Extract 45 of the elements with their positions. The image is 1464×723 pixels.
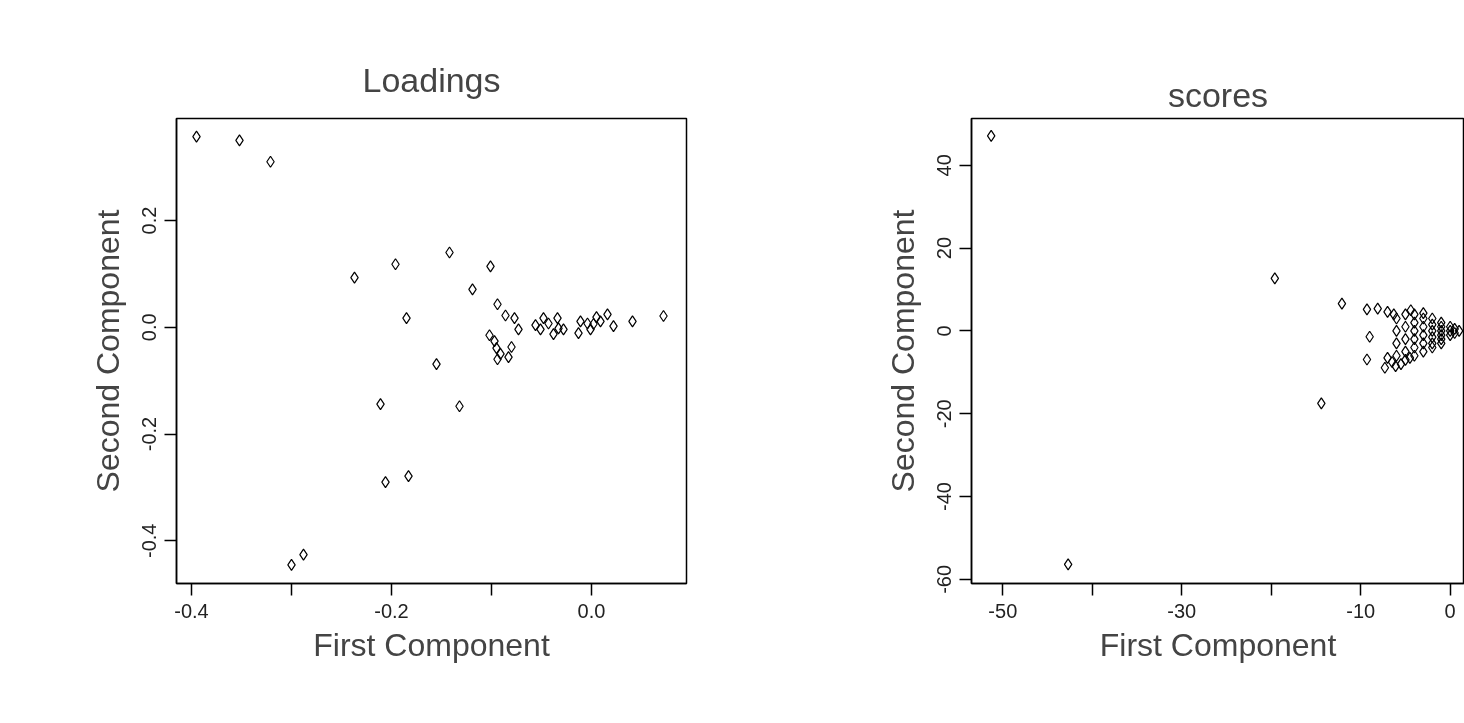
point	[1063, 558, 1073, 571]
point	[1436, 324, 1446, 338]
x-axis-title: First Component	[1099, 626, 1337, 663]
y-tick-label: -0.2	[138, 416, 161, 452]
point	[1436, 328, 1446, 342]
y-tick-label: 0.2	[138, 206, 161, 235]
y-tick-label: -40	[933, 482, 956, 511]
point	[1362, 303, 1372, 316]
y-tick-label: -0.4	[138, 523, 161, 559]
point	[986, 129, 996, 142]
point	[1445, 320, 1455, 333]
point	[1406, 304, 1416, 317]
point	[1436, 316, 1446, 329]
point	[1337, 297, 1347, 310]
x-axis-title: First Component	[313, 626, 550, 663]
y-tick-label: 20	[933, 236, 956, 260]
point	[1405, 351, 1415, 364]
y-tick-label: -60	[933, 564, 956, 594]
point	[1436, 337, 1446, 350]
point	[1362, 353, 1372, 366]
point	[1436, 320, 1446, 333]
x-tick-label: -50	[988, 599, 1018, 622]
point	[1454, 324, 1464, 338]
point	[1445, 324, 1455, 338]
point	[1396, 357, 1406, 371]
y-axis-title: Second Component	[89, 209, 126, 493]
x-tick-label: 0.0	[577, 599, 606, 622]
x-tick-label: -30	[1167, 599, 1197, 622]
point	[1380, 361, 1390, 374]
chart-title: scores	[1167, 75, 1269, 114]
x-tick-label: -0.2	[374, 599, 409, 622]
point	[1436, 333, 1446, 346]
chart-title: Loadings	[362, 60, 501, 99]
x-tick-label: -10	[1346, 599, 1376, 622]
x-tick-label: 0	[1444, 599, 1456, 622]
point	[1389, 308, 1399, 321]
y-axis-title: Second Component	[884, 209, 921, 493]
y-tick-label: 0.0	[138, 313, 161, 342]
y-tick-label: 0	[933, 325, 956, 337]
x-tick-label: -0.4	[174, 599, 209, 622]
point	[1270, 272, 1280, 285]
y-tick-label: -20	[933, 399, 956, 429]
y-tick-label: 40	[933, 154, 956, 177]
point	[1445, 328, 1455, 342]
point	[1387, 355, 1397, 369]
